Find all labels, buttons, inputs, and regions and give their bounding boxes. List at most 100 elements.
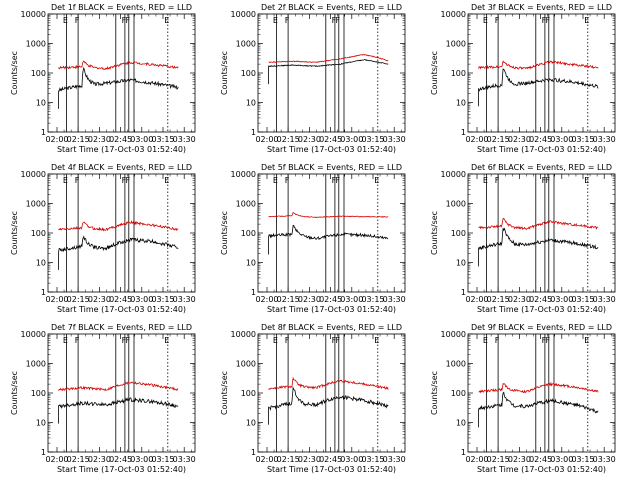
y-axis-label: Counts/sec	[430, 371, 439, 415]
event-marker-label: E	[483, 176, 488, 185]
panel-det-5f: Det 5f BLACK = Events, RED = LLD 1 10 100 10…	[220, 163, 406, 314]
x-tick-label: 03:15	[151, 135, 174, 144]
y-tick-label: 1	[251, 448, 256, 457]
event-marker-label: F	[332, 336, 337, 345]
event-marker-label: E	[164, 336, 169, 345]
x-tick-label: 03:15	[361, 135, 384, 144]
x-tick-label: 02:45	[529, 455, 552, 464]
event-marker-label: E	[374, 336, 379, 345]
y-tick-label: 1000	[236, 360, 256, 369]
y-axis-label: Counts/sec	[10, 211, 19, 255]
event-marker-label: F	[332, 16, 337, 25]
x-tick-label: 02:45	[319, 295, 342, 304]
x-tick-label: 02:15	[277, 135, 300, 144]
event-marker-label: E	[164, 176, 169, 185]
y-axis-label: Counts/sec	[430, 211, 439, 255]
y-tick-label: 1000	[236, 200, 256, 209]
x-tick-label: 03:30	[173, 295, 196, 304]
x-tick-label: 02:30	[88, 295, 111, 304]
series-line-lld	[478, 381, 599, 394]
y-tick-label: 10000	[231, 170, 256, 179]
plot-frame	[467, 13, 616, 133]
series-line-events	[58, 66, 179, 109]
y-tick-label: 1000	[446, 360, 466, 369]
y-tick-label: 100	[241, 229, 256, 238]
event-marker-label: E	[374, 16, 379, 25]
y-tick-label: 10000	[21, 330, 46, 339]
x-tick-label: 03:30	[593, 135, 616, 144]
series-line-lld	[58, 60, 179, 71]
y-tick-label: 1	[41, 128, 46, 137]
y-tick-label: 10	[246, 419, 256, 428]
x-axis-label: Start Time (17-Oct-03 01:52:40)	[267, 465, 396, 474]
series-line-lld	[478, 217, 599, 231]
event-marker-label: F	[542, 176, 547, 185]
x-tick-label: 03:00	[550, 135, 573, 144]
x-tick-label: 02:15	[67, 455, 90, 464]
plot-frame	[467, 173, 616, 293]
event-marker-label: F	[75, 16, 80, 25]
event-marker-label: E	[63, 176, 68, 185]
y-axis-label: Counts/sec	[10, 371, 19, 415]
x-tick-label: 03:00	[130, 295, 153, 304]
x-tick-label: 02:15	[277, 295, 300, 304]
x-tick-label: 02:15	[487, 135, 510, 144]
x-tick-label: 03:15	[361, 295, 384, 304]
panel-title: Det 2f BLACK = Events, RED = LLD	[261, 3, 402, 12]
x-tick-label: 02:30	[298, 455, 321, 464]
event-marker-label: F	[335, 16, 340, 25]
y-tick-label: 100	[451, 69, 466, 78]
y-tick-label: 10	[36, 99, 46, 108]
y-tick-label: 10	[36, 419, 46, 428]
event-marker-label: E	[584, 336, 589, 345]
y-tick-label: 1	[41, 288, 46, 297]
y-tick-label: 10000	[21, 170, 46, 179]
event-marker-label: F	[545, 176, 550, 185]
y-tick-label: 10	[456, 99, 466, 108]
x-tick-label: 03:30	[173, 455, 196, 464]
plot-frame	[47, 333, 196, 453]
panel-det-9f: Det 9f BLACK = Events, RED = LLD 1 10 100 10…	[430, 323, 616, 474]
event-marker-label: E	[164, 16, 169, 25]
x-tick-label: 03:00	[340, 295, 363, 304]
y-tick-label: 1	[251, 288, 256, 297]
y-tick-label: 100	[451, 229, 466, 238]
x-tick-label: 02:45	[109, 135, 132, 144]
panel-det-4f: Det 4f BLACK = Events, RED = LLD 1 10 100 10…	[10, 163, 196, 314]
y-tick-label: 10000	[231, 330, 256, 339]
series-line-events	[268, 224, 389, 255]
panel-title: Det 1f BLACK = Events, RED = LLD	[51, 3, 192, 12]
x-tick-label: 02:00	[255, 135, 278, 144]
x-axis-label: Start Time (17-Oct-03 01:52:40)	[57, 465, 186, 474]
x-tick-label: 02:00	[465, 135, 488, 144]
event-marker-label: F	[335, 336, 340, 345]
x-tick-label: 02:15	[487, 295, 510, 304]
x-tick-label: 02:00	[255, 295, 278, 304]
y-tick-label: 10	[456, 259, 466, 268]
panel-title: Det 7f BLACK = Events, RED = LLD	[51, 323, 192, 332]
event-marker-label: F	[495, 176, 500, 185]
panel-det-6f: Det 6f BLACK = Events, RED = LLD 1 10 100 10…	[430, 163, 616, 314]
event-marker-label: F	[75, 176, 80, 185]
x-tick-label: 02:45	[109, 295, 132, 304]
y-tick-label: 10000	[441, 170, 466, 179]
y-tick-label: 10000	[231, 10, 256, 19]
x-tick-label: 03:30	[593, 455, 616, 464]
x-tick-label: 03:15	[571, 455, 594, 464]
event-marker-label: E	[273, 176, 278, 185]
event-marker-label: E	[273, 336, 278, 345]
plot-frame	[257, 173, 406, 293]
event-marker-label: F	[495, 16, 500, 25]
panel-title: Det 4f BLACK = Events, RED = LLD	[51, 163, 192, 172]
y-tick-label: 10	[36, 259, 46, 268]
x-tick-label: 02:00	[465, 455, 488, 464]
panel-title: Det 5f BLACK = Events, RED = LLD	[261, 163, 402, 172]
x-tick-label: 03:30	[593, 295, 616, 304]
series-line-lld	[58, 220, 179, 232]
event-marker-label: E	[584, 16, 589, 25]
y-tick-label: 10	[456, 419, 466, 428]
x-tick-label: 03:00	[130, 455, 153, 464]
x-axis-label: Start Time (17-Oct-03 01:52:40)	[267, 145, 396, 154]
x-tick-label: 02:15	[277, 455, 300, 464]
series-line-lld	[268, 376, 389, 391]
